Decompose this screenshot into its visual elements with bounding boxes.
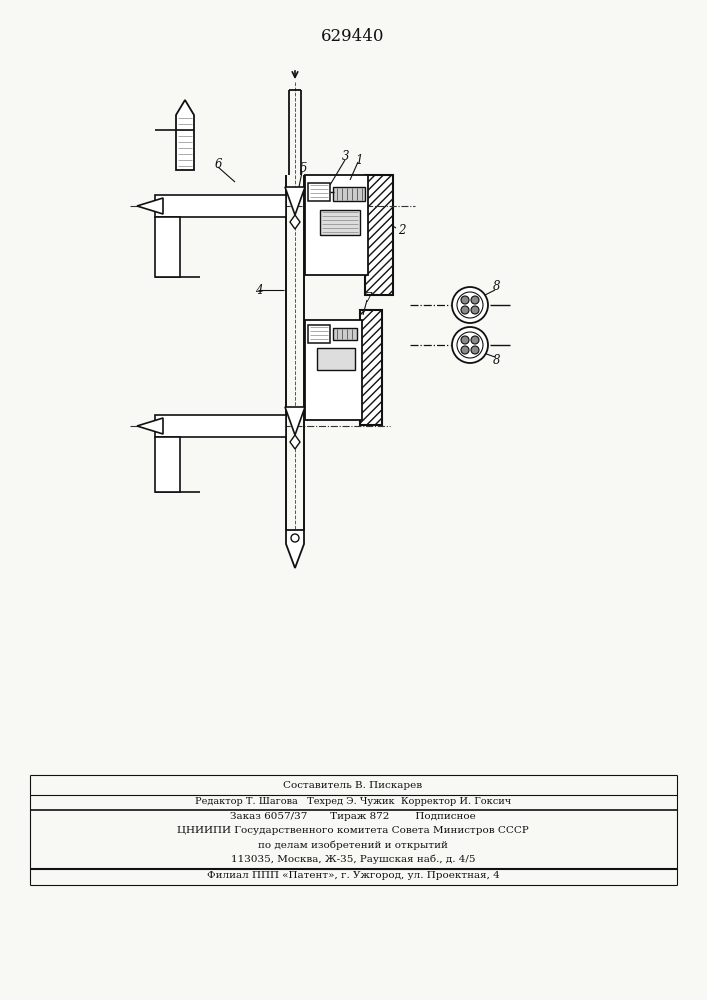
Polygon shape — [286, 530, 304, 568]
Bar — [155, 437, 180, 492]
Text: ЦНИИПИ Государственного комитета Совета Министров СССР: ЦНИИПИ Государственного комитета Совета … — [177, 826, 529, 835]
Circle shape — [461, 306, 469, 314]
Text: Редактор Т. Шагова   Техред Э. Чужик  Корректор И. Гоксич: Редактор Т. Шагова Техред Э. Чужик Корре… — [195, 797, 511, 806]
Bar — [333, 328, 357, 340]
Bar — [155, 195, 286, 217]
Text: 1: 1 — [355, 153, 363, 166]
Text: Филиал ППП «Патент», г. Ужгород, ул. Проектная, 4: Филиал ППП «Патент», г. Ужгород, ул. Про… — [206, 871, 499, 880]
Bar — [308, 325, 330, 343]
Text: Составитель В. Пискарев: Составитель В. Пискарев — [284, 781, 423, 790]
Text: 4: 4 — [255, 284, 262, 296]
Bar — [365, 175, 393, 295]
Circle shape — [457, 292, 483, 318]
Bar — [320, 210, 360, 235]
Bar — [333, 187, 365, 201]
Bar — [155, 415, 286, 437]
Circle shape — [457, 332, 483, 358]
Text: 6: 6 — [215, 158, 223, 172]
Text: по делам изобретений и открытий: по делам изобретений и открытий — [258, 840, 448, 850]
Circle shape — [452, 327, 488, 363]
Circle shape — [461, 346, 469, 354]
Circle shape — [471, 306, 479, 314]
Polygon shape — [285, 407, 305, 435]
Polygon shape — [285, 187, 305, 215]
Text: 2: 2 — [398, 224, 406, 236]
Polygon shape — [290, 435, 300, 449]
Text: 629440: 629440 — [321, 28, 385, 45]
Circle shape — [471, 296, 479, 304]
Text: 3: 3 — [342, 150, 349, 163]
Polygon shape — [176, 100, 194, 170]
Bar — [305, 175, 368, 275]
Circle shape — [452, 287, 488, 323]
Text: 8: 8 — [493, 354, 501, 366]
Text: 7: 7 — [365, 292, 373, 304]
Bar — [308, 183, 330, 201]
Polygon shape — [290, 215, 300, 229]
Text: Заказ 6057/37       Тираж 872        Подписное: Заказ 6057/37 Тираж 872 Подписное — [230, 812, 476, 821]
Bar — [360, 310, 382, 425]
Text: 113035, Москва, Ж-35, Раушская наб., д. 4/5: 113035, Москва, Ж-35, Раушская наб., д. … — [230, 854, 475, 863]
Circle shape — [291, 534, 299, 542]
Bar — [305, 320, 362, 420]
Circle shape — [471, 336, 479, 344]
Bar — [155, 217, 180, 277]
Text: 5: 5 — [300, 162, 308, 176]
Bar — [317, 348, 355, 370]
Circle shape — [471, 346, 479, 354]
Text: 8: 8 — [493, 280, 501, 294]
Polygon shape — [137, 418, 163, 434]
Polygon shape — [137, 198, 163, 214]
Circle shape — [461, 336, 469, 344]
Circle shape — [461, 296, 469, 304]
